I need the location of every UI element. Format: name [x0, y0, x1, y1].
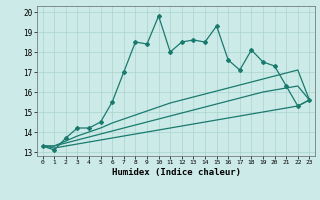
X-axis label: Humidex (Indice chaleur): Humidex (Indice chaleur) — [111, 168, 241, 177]
